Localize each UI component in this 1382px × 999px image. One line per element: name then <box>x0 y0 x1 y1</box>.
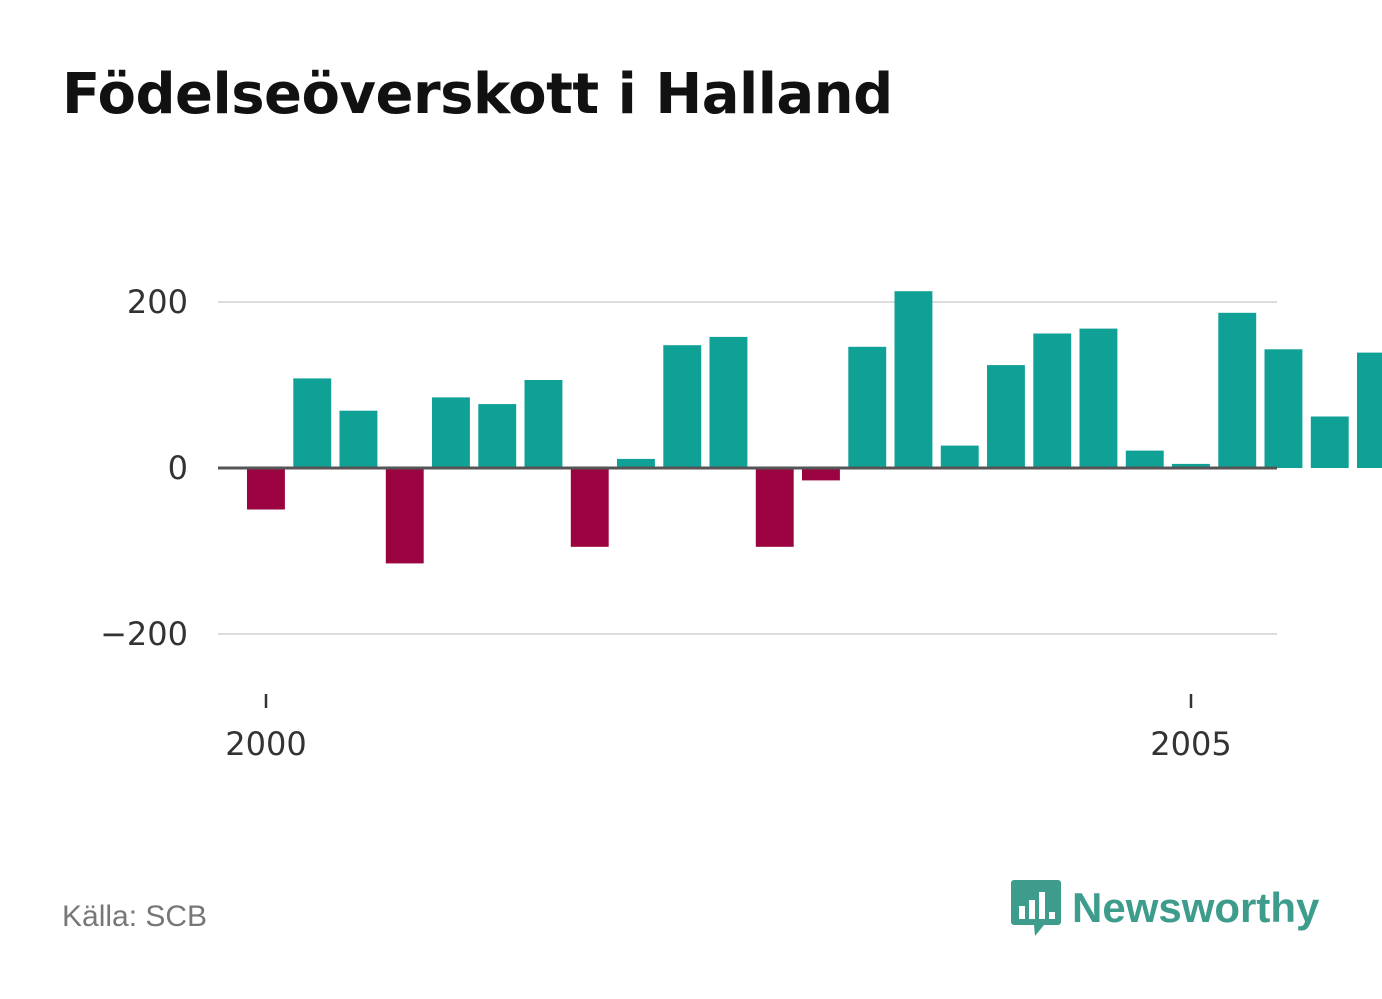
bar <box>617 458 655 468</box>
bar <box>339 410 378 468</box>
y-tick-label: 0 <box>168 449 188 487</box>
y-tick-label: −200 <box>100 615 188 653</box>
x-tick-label: 2000 <box>225 725 306 763</box>
y-axis-ticks: −200 0 200 <box>100 283 188 653</box>
bar <box>802 468 840 481</box>
bar <box>1264 349 1303 468</box>
bar <box>755 468 794 547</box>
bar <box>987 365 1025 468</box>
bar <box>432 397 470 468</box>
newsworthy-logo-icon <box>1011 880 1061 936</box>
bar <box>247 468 285 510</box>
bar <box>940 445 979 468</box>
bar <box>1033 333 1072 468</box>
bars <box>247 291 1382 564</box>
x-axis-ticks: 200020052010201520202025 <box>225 694 1232 763</box>
brand-logo[interactable]: Newsworthy <box>1010 878 1319 938</box>
bar <box>709 336 748 468</box>
bar <box>478 404 517 468</box>
bar <box>1079 328 1118 468</box>
bar <box>1172 463 1210 468</box>
x-tick-label: 2005 <box>1150 725 1231 763</box>
chart-title: Födelseöverskott i Halland <box>62 62 893 127</box>
bar <box>1218 312 1257 468</box>
bar <box>1125 450 1164 468</box>
source-note: Källa: SCB <box>62 900 208 933</box>
grid-lines <box>218 301 1277 635</box>
brand-name: Newsworthy <box>1072 884 1320 931</box>
bar <box>293 378 332 468</box>
bar <box>524 380 563 468</box>
bar <box>570 468 609 547</box>
bar <box>385 468 424 564</box>
bar <box>663 345 702 468</box>
y-tick-label: 200 <box>127 283 188 321</box>
bar <box>848 346 887 468</box>
bar <box>1357 352 1382 468</box>
bar <box>894 291 933 468</box>
bar <box>1310 416 1349 468</box>
